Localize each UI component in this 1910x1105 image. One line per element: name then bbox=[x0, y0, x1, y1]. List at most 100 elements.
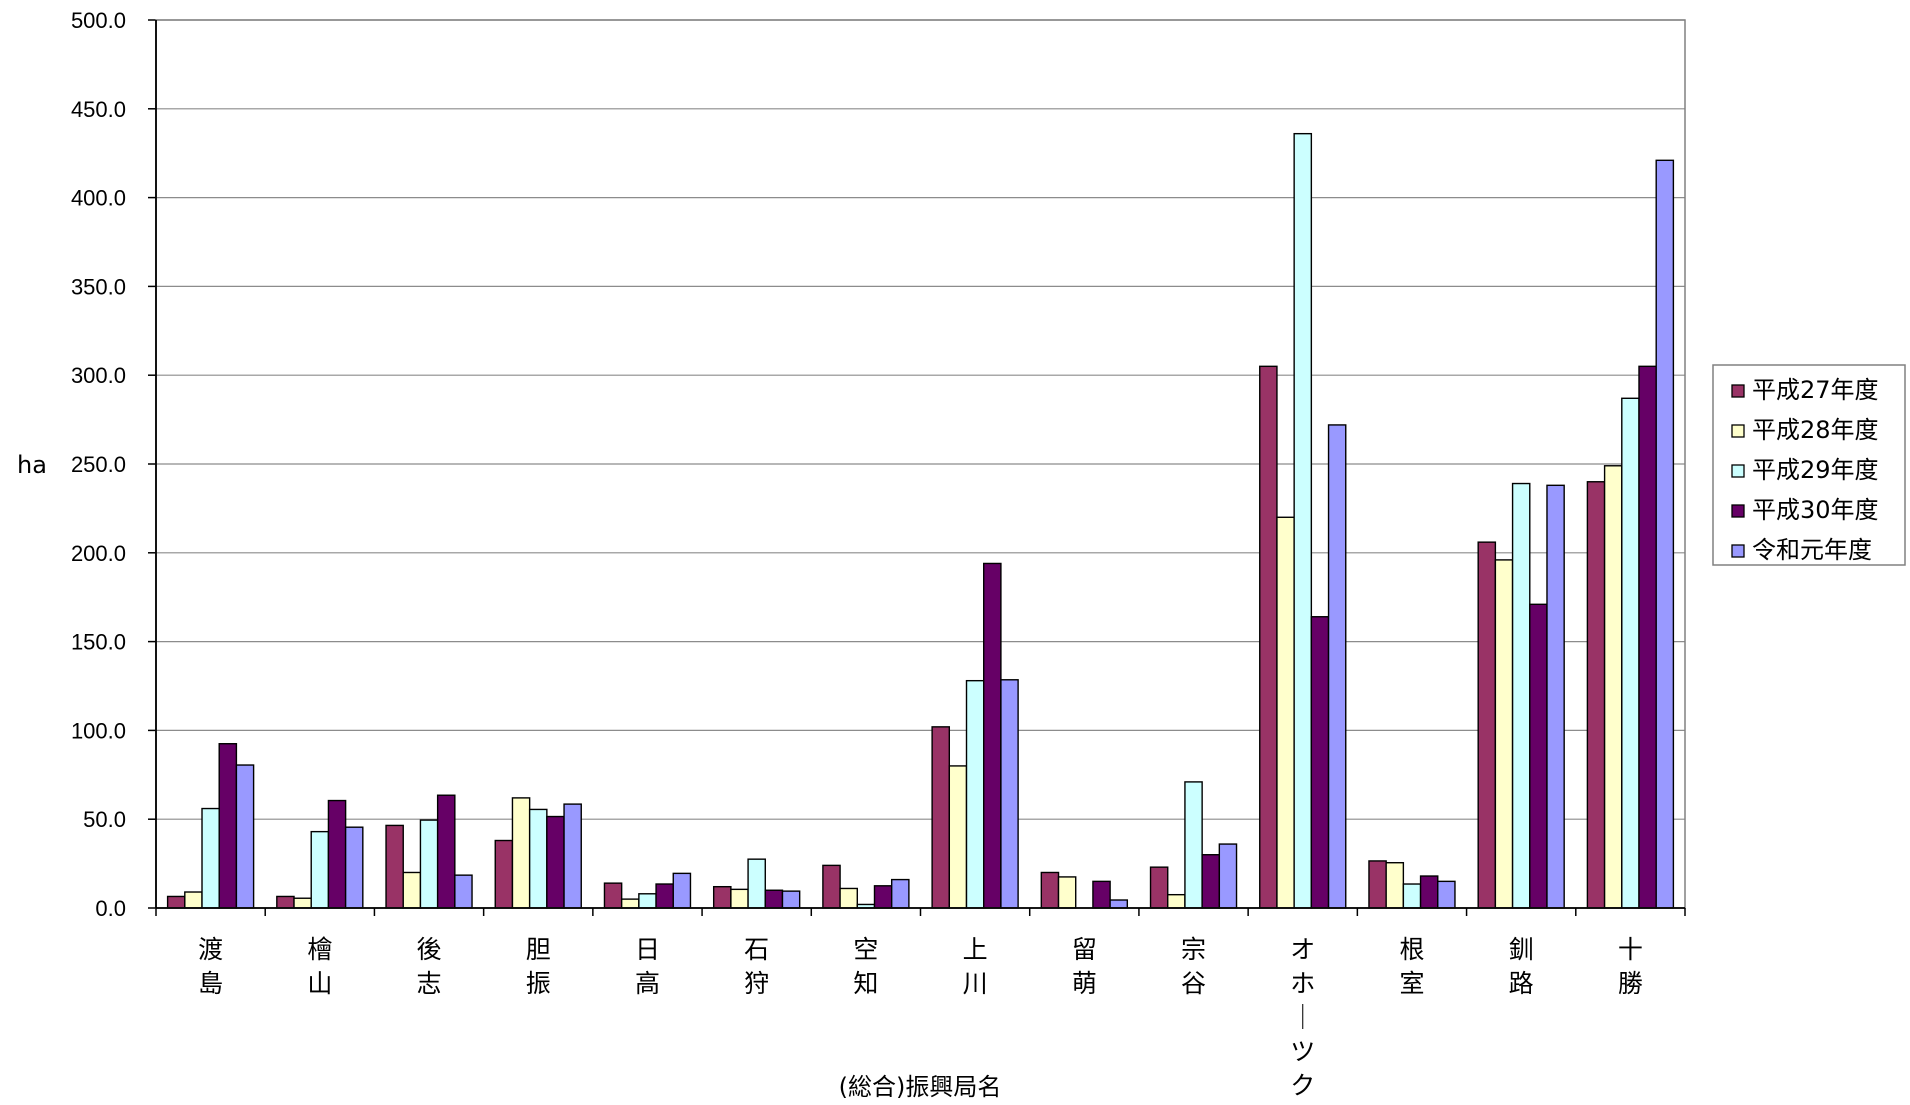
bar-5-11 bbox=[1327, 424, 1347, 909]
y-tick-label: 150.0 bbox=[71, 630, 126, 655]
bar-2-1 bbox=[184, 891, 203, 909]
y-tick-label: 200.0 bbox=[71, 541, 126, 566]
bar-4-2 bbox=[327, 799, 347, 909]
bar-4-9 bbox=[1092, 880, 1111, 909]
bar-2-10 bbox=[1167, 893, 1186, 909]
bar-2-8 bbox=[948, 765, 968, 909]
bar-4-14 bbox=[1638, 365, 1657, 909]
bar-2-6 bbox=[730, 888, 749, 909]
category-label: オホ｜ツク bbox=[1290, 935, 1315, 1100]
bar-3-6 bbox=[747, 858, 766, 909]
bar-4-5 bbox=[655, 883, 674, 909]
category-label: 後志 bbox=[417, 935, 442, 998]
bar-5-12 bbox=[1437, 880, 1456, 909]
category-label: 石狩 bbox=[744, 935, 769, 998]
bar-3-12 bbox=[1402, 883, 1422, 909]
bar-4-11 bbox=[1310, 616, 1330, 909]
legend-label: 令和元年度 bbox=[1752, 536, 1872, 564]
y-axis-ticks: 0.0 50.0 100.0 150.0 200.0 250.0 300.0 350.0 400… bbox=[71, 8, 156, 921]
category-label: 檜山 bbox=[307, 935, 332, 998]
bar-3-4 bbox=[528, 808, 548, 909]
bar-3-1 bbox=[201, 807, 220, 909]
bar-2-4 bbox=[511, 797, 531, 909]
category-label: 釧路 bbox=[1509, 935, 1534, 998]
bar-3-13 bbox=[1511, 482, 1531, 909]
bar-5-2 bbox=[344, 826, 364, 909]
y-tick-label: 500.0 bbox=[71, 8, 126, 33]
legend-swatch bbox=[1731, 424, 1745, 438]
y-tick-label: 250.0 bbox=[71, 452, 126, 477]
bar-5-9 bbox=[1109, 899, 1129, 909]
legend-swatch bbox=[1731, 384, 1745, 398]
legend-label: 平成28年度 bbox=[1752, 416, 1879, 444]
bar-4-13 bbox=[1529, 603, 1548, 909]
bar-1-8 bbox=[931, 726, 951, 909]
bar-3-5 bbox=[638, 893, 657, 909]
bar-1-13 bbox=[1477, 541, 1497, 909]
axes bbox=[155, 19, 1686, 916]
bar-3-3 bbox=[419, 819, 439, 909]
y-tick-label: 100.0 bbox=[71, 718, 126, 743]
bar-5-3 bbox=[454, 874, 473, 909]
bar-4-6 bbox=[764, 889, 784, 909]
y-tick-label: 0.0 bbox=[95, 896, 126, 921]
bar-2-14 bbox=[1603, 465, 1623, 909]
y-tick-label: 400.0 bbox=[71, 186, 126, 211]
bar-1-6 bbox=[712, 885, 732, 909]
bar-3-14 bbox=[1621, 397, 1640, 909]
bar-1-14 bbox=[1586, 481, 1606, 909]
bar-5-1 bbox=[235, 764, 255, 909]
x-axis-category-labels: 渡島 檜山 後志 胆振 日高 石狩 空知 上川 留萌 宗谷 オホ｜ツク 根室 釧路 十勝 bbox=[198, 935, 1643, 1100]
legend-label: 平成29年度 bbox=[1752, 456, 1879, 484]
bar-5-8 bbox=[1000, 679, 1019, 909]
bar-2-11 bbox=[1276, 516, 1295, 909]
bar-3-11 bbox=[1293, 132, 1313, 909]
bar-4-12 bbox=[1419, 875, 1439, 909]
bar-1-5 bbox=[603, 882, 623, 909]
bar-1-4 bbox=[494, 839, 514, 909]
bar-5-14 bbox=[1655, 159, 1675, 909]
category-label: 日高 bbox=[635, 935, 660, 998]
bar-1-2 bbox=[276, 895, 295, 909]
y-tick-label: 50.0 bbox=[83, 807, 126, 832]
bar-5-6 bbox=[781, 890, 801, 909]
category-label: 留萌 bbox=[1072, 935, 1097, 998]
bar-3-2 bbox=[310, 830, 330, 909]
bar-1-10 bbox=[1149, 866, 1169, 909]
bar-4-10 bbox=[1201, 854, 1221, 909]
bar-4-4 bbox=[546, 815, 565, 909]
legend-swatch bbox=[1731, 504, 1745, 518]
category-label: 空知 bbox=[853, 935, 878, 998]
bar-5-5 bbox=[672, 872, 692, 909]
bar-3-10 bbox=[1184, 781, 1203, 909]
legend-label: 平成30年度 bbox=[1752, 496, 1879, 524]
bar-1-11 bbox=[1259, 365, 1278, 909]
bar-2-12 bbox=[1385, 862, 1405, 909]
y-tick-label: 450.0 bbox=[71, 97, 126, 122]
bar-2-9 bbox=[1057, 876, 1077, 909]
bars bbox=[166, 132, 1675, 909]
y-tick-label: 350.0 bbox=[71, 274, 126, 299]
x-axis-title: (総合)振興局名 bbox=[839, 1073, 1002, 1101]
category-label: 渡島 bbox=[198, 935, 223, 998]
bar-4-3 bbox=[436, 794, 456, 909]
bar-1-9 bbox=[1040, 871, 1060, 909]
bar-2-7 bbox=[839, 887, 858, 909]
bar-2-2 bbox=[293, 897, 312, 909]
bar-1-7 bbox=[822, 864, 841, 909]
category-label: 上川 bbox=[963, 935, 988, 998]
bar-5-13 bbox=[1546, 484, 1565, 909]
y-axis-title: ha bbox=[17, 451, 47, 479]
bar-5-4 bbox=[563, 803, 582, 909]
category-label: 胆振 bbox=[526, 935, 551, 998]
legend-swatch bbox=[1731, 544, 1745, 558]
bar-1-3 bbox=[385, 824, 404, 909]
category-label: 宗谷 bbox=[1181, 935, 1206, 998]
legend-swatch bbox=[1731, 464, 1745, 478]
bar-5-10 bbox=[1218, 843, 1238, 909]
bar-5-7 bbox=[890, 878, 910, 909]
bar-3-8 bbox=[965, 679, 985, 909]
bar-2-3 bbox=[402, 871, 422, 909]
